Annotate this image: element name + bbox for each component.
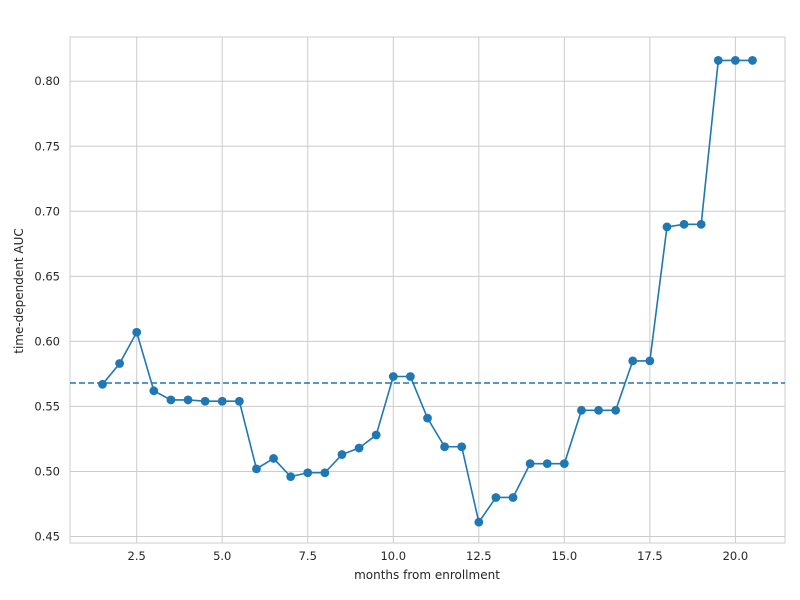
data-point [457, 442, 467, 452]
data-point [508, 493, 518, 502]
data-point [200, 396, 210, 406]
x-tick-label: 10.0 [380, 549, 406, 563]
y-tick-label: 0.80 [34, 74, 60, 88]
x-tick-label: 7.5 [299, 549, 317, 563]
data-point [628, 356, 638, 366]
x-tick-label: 15.0 [552, 549, 578, 563]
data-point [662, 222, 672, 232]
y-tick-label: 0.70 [34, 204, 60, 218]
x-tick-label: 5.0 [213, 549, 231, 563]
data-point [98, 379, 107, 389]
y-tick-label: 0.45 [34, 529, 60, 543]
x-tick-label: 12.5 [466, 549, 492, 563]
y-axis-ticks: 0.45 0.50 0.55 0.60 0.65 0.70 0.75 0.80 [34, 74, 60, 543]
y-tick-label: 0.55 [34, 399, 60, 413]
data-point [679, 219, 689, 229]
data-point [577, 405, 586, 415]
data-point [491, 493, 501, 502]
data-point [594, 405, 603, 415]
y-tick-label: 0.50 [34, 464, 60, 478]
data-point [149, 386, 159, 396]
x-axis-label: months from enrollment [354, 568, 500, 582]
data-point [371, 430, 381, 440]
data-point [559, 459, 569, 469]
data-point [542, 459, 552, 469]
data-point [286, 472, 296, 482]
data-point [337, 450, 347, 459]
x-tick-label: 20.0 [723, 549, 749, 563]
data-point [269, 454, 278, 463]
data-point [252, 464, 261, 474]
data-point [388, 372, 398, 381]
x-tick-label: 17.5 [637, 549, 663, 563]
data-point [611, 405, 621, 415]
plot-frame [69, 36, 786, 544]
data-point [132, 327, 142, 337]
data-point [474, 517, 484, 527]
grid [70, 37, 785, 543]
data-point [166, 395, 176, 405]
x-axis-ticks: 2.5 5.0 7.5 10.0 12.5 15.0 17.5 20.0 [128, 549, 749, 563]
data-point [748, 56, 757, 65]
data-point [730, 56, 740, 65]
y-axis-label: time-dependent AUC [12, 228, 26, 354]
y-tick-label: 0.75 [34, 139, 60, 153]
data-point [234, 396, 244, 406]
data-point [303, 468, 313, 478]
data-point [320, 468, 330, 478]
data-point [645, 356, 655, 366]
data-point [696, 219, 706, 229]
data-point [525, 459, 535, 469]
data-point [405, 372, 415, 381]
data-point [440, 442, 450, 452]
data-point [115, 359, 125, 368]
data-point [354, 443, 364, 453]
data-point [423, 413, 432, 423]
x-tick-label: 2.5 [128, 549, 146, 563]
data-point [217, 396, 227, 406]
data-points [98, 56, 757, 527]
data-point [183, 395, 193, 405]
y-tick-label: 0.65 [34, 269, 60, 283]
y-tick-label: 0.60 [34, 334, 60, 348]
data-point [713, 56, 723, 65]
